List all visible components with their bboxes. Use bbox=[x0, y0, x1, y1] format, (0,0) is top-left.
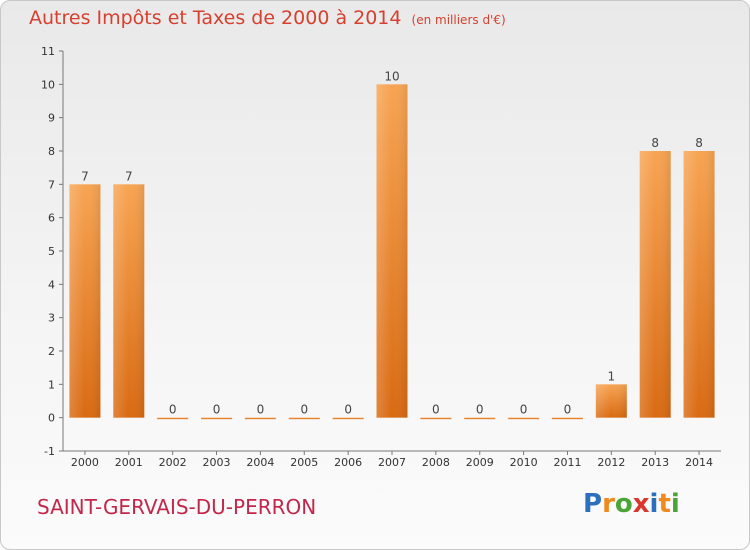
bar-shade bbox=[639, 151, 671, 418]
y-tick-label: 10 bbox=[41, 78, 55, 91]
bar-shade bbox=[69, 184, 101, 418]
y-tick-label: 8 bbox=[48, 145, 55, 158]
bar-shade bbox=[683, 151, 715, 418]
x-tick-label: 2008 bbox=[422, 456, 450, 469]
bar-value-label: 1 bbox=[608, 369, 616, 383]
bar-value-label: 8 bbox=[695, 136, 703, 150]
bar bbox=[244, 417, 276, 420]
chart-title-text: Autres Impôts et Taxes de 2000 à 2014 bbox=[29, 7, 402, 29]
bar-shade bbox=[376, 84, 408, 418]
bar bbox=[332, 417, 364, 420]
x-tick-label: 2014 bbox=[685, 456, 713, 469]
x-tick-label: 2012 bbox=[597, 456, 625, 469]
bar bbox=[420, 417, 452, 420]
x-tick-label: 2007 bbox=[378, 456, 406, 469]
x-tick-label: 2009 bbox=[466, 456, 494, 469]
bar-value-label: 10 bbox=[384, 69, 399, 83]
bar-value-label: 0 bbox=[257, 403, 265, 417]
y-tick-label: 6 bbox=[48, 212, 55, 225]
x-tick-label: 2010 bbox=[510, 456, 538, 469]
x-tick-label: 2000 bbox=[71, 456, 99, 469]
y-tick-label: 0 bbox=[48, 412, 55, 425]
x-tick-label: 2013 bbox=[641, 456, 669, 469]
bar-value-label: 0 bbox=[300, 403, 308, 417]
y-tick-label: 11 bbox=[41, 45, 55, 58]
bar-value-label: 0 bbox=[344, 403, 352, 417]
logo-letter: t bbox=[658, 489, 671, 519]
y-tick-label: 9 bbox=[48, 112, 55, 125]
proxiti-logo: Proxiti bbox=[583, 489, 680, 519]
x-tick-label: 2006 bbox=[334, 456, 362, 469]
bar-shade bbox=[595, 384, 627, 418]
x-tick-label: 2004 bbox=[246, 456, 274, 469]
bar-value-label: 0 bbox=[476, 403, 484, 417]
chart-title: Autres Impôts et Taxes de 2000 à 2014 (e… bbox=[29, 7, 506, 29]
y-tick-label: 2 bbox=[48, 345, 55, 358]
logo-letter: o bbox=[614, 489, 633, 519]
bar bbox=[201, 417, 233, 420]
y-tick-label: 5 bbox=[48, 245, 55, 258]
x-tick-label: 2005 bbox=[290, 456, 318, 469]
bar-value-label: 0 bbox=[564, 403, 572, 417]
bar-value-label: 7 bbox=[125, 169, 133, 183]
y-tick-label: 4 bbox=[48, 278, 55, 291]
y-tick-label: 1 bbox=[48, 378, 55, 391]
logo-letter: r bbox=[602, 489, 615, 519]
bar-value-label: 7 bbox=[81, 169, 89, 183]
logo-letter: P bbox=[583, 489, 603, 519]
logo-letter: i bbox=[670, 489, 680, 519]
bar-value-label: 0 bbox=[169, 403, 177, 417]
bar-value-label: 0 bbox=[213, 403, 221, 417]
bar bbox=[288, 417, 320, 420]
bar-value-label: 0 bbox=[432, 403, 440, 417]
x-tick-label: 2003 bbox=[203, 456, 231, 469]
bar bbox=[157, 417, 189, 420]
x-tick-label: 2001 bbox=[115, 456, 143, 469]
location-name: SAINT-GERVAIS-DU-PERRON bbox=[37, 495, 317, 519]
bar-value-label: 8 bbox=[651, 136, 659, 150]
x-tick-label: 2002 bbox=[159, 456, 187, 469]
bar bbox=[464, 417, 496, 420]
logo-letter: i bbox=[649, 489, 659, 519]
y-tick-label: -1 bbox=[44, 445, 55, 458]
bar-shade bbox=[113, 184, 145, 418]
bar bbox=[508, 417, 540, 420]
y-tick-label: 7 bbox=[48, 178, 55, 191]
y-tick-label: 3 bbox=[48, 312, 55, 325]
logo-letter: x bbox=[632, 489, 650, 519]
chart-subtitle: (en milliers d'€) bbox=[411, 13, 506, 27]
x-tick-label: 2011 bbox=[553, 456, 581, 469]
bar bbox=[551, 417, 583, 420]
bar-value-label: 0 bbox=[520, 403, 528, 417]
